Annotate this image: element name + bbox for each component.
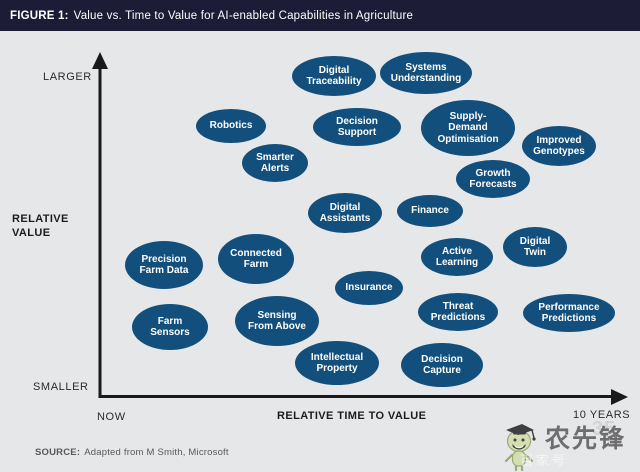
watermark-brand-text: 农先锋 bbox=[545, 424, 627, 453]
bubble-finance: Finance bbox=[397, 195, 463, 227]
mascot-watermark-icon bbox=[504, 424, 536, 471]
y-axis-title-line2: VALUE bbox=[12, 227, 51, 239]
x-axis-arrow-icon bbox=[611, 389, 628, 405]
y-axis-min-label: SMALLER bbox=[33, 381, 89, 393]
bubble-smarter-alerts: Smarter Alerts bbox=[242, 144, 308, 182]
bubble-connected-farm: Connected Farm bbox=[218, 234, 294, 284]
bubble-intellectual-property: Intellectual Property bbox=[295, 341, 379, 385]
bubble-digital-assistants: Digital Assistants bbox=[308, 193, 382, 233]
bubble-digital-traceability: Digital Traceability bbox=[292, 56, 376, 96]
bubble-supply-demand-optimisation: Supply- Demand Optimisation bbox=[421, 100, 515, 156]
bubble-decision-capture: Decision Capture bbox=[401, 343, 483, 387]
y-axis-max-label: LARGER bbox=[43, 71, 92, 83]
x-axis-max-label: 10 YEARS bbox=[573, 409, 631, 421]
bubble-decision-support: Decision Support bbox=[313, 108, 401, 146]
y-axis-arrow-icon bbox=[92, 52, 108, 69]
figure-title-bar: FIGURE 1: Value vs. Time to Value for AI… bbox=[0, 0, 640, 31]
source-text: Adapted from M Smith, Microsoft bbox=[84, 447, 229, 458]
bubble-growth-forecasts: Growth Forecasts bbox=[456, 160, 530, 198]
x-axis-title: RELATIVE TIME TO VALUE bbox=[277, 410, 427, 422]
source-line: SOURCE: Adapted from M Smith, Microsoft bbox=[35, 447, 229, 458]
watermark-faint-text: 百家号 bbox=[520, 454, 569, 469]
bubble-robotics: Robotics bbox=[196, 109, 266, 143]
bubble-precision-farm-data: Precision Farm Data bbox=[125, 241, 203, 289]
source-prefix: SOURCE: bbox=[35, 447, 81, 458]
bubble-systems-understanding: Systems Understanding bbox=[380, 52, 472, 94]
y-axis bbox=[92, 52, 108, 398]
figure-title: Value vs. Time to Value for AI-enabled C… bbox=[73, 9, 414, 22]
bubble-active-learning: Active Learning bbox=[421, 238, 493, 276]
bubble-sensing-from-above: Sensing From Above bbox=[235, 296, 319, 346]
bubble-improved-genotypes: Improved Genotypes bbox=[522, 126, 596, 166]
bubble-digital-twin: Digital Twin bbox=[503, 227, 567, 267]
bubble-insurance: Insurance bbox=[335, 271, 403, 305]
y-axis-title: RELATIVE VALUE bbox=[12, 212, 69, 240]
bubble-threat-predictions: Threat Predictions bbox=[418, 293, 498, 331]
x-axis-min-label: NOW bbox=[97, 411, 126, 423]
bubble-performance-predictions: Performance Predictions bbox=[523, 294, 615, 332]
bubble-farm-sensors: Farm Sensors bbox=[132, 304, 208, 350]
x-axis bbox=[98, 389, 628, 405]
figure-number: FIGURE 1: bbox=[10, 9, 69, 22]
watermark-faint-number: 35 bbox=[592, 418, 617, 440]
y-axis-title-line1: RELATIVE bbox=[12, 213, 69, 225]
